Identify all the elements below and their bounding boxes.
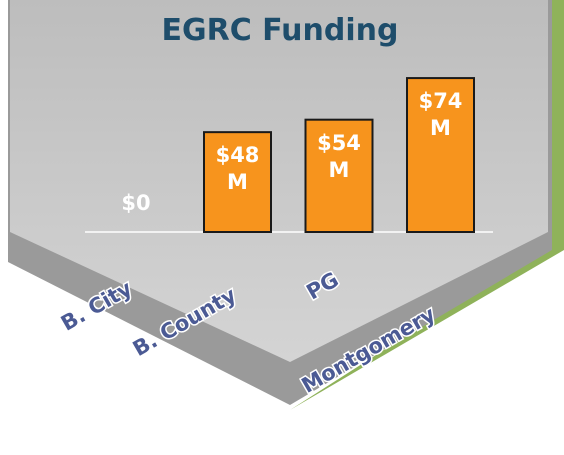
green-band [290,0,564,410]
value-label: $54 M [317,130,361,182]
bar [406,77,475,233]
bar [304,118,374,233]
bar [203,131,272,233]
value-label: $0 [121,191,151,215]
value-label: $48 M [215,143,260,195]
value-label: $74 M [418,89,463,141]
chart-title: EGRC Funding [162,13,399,48]
